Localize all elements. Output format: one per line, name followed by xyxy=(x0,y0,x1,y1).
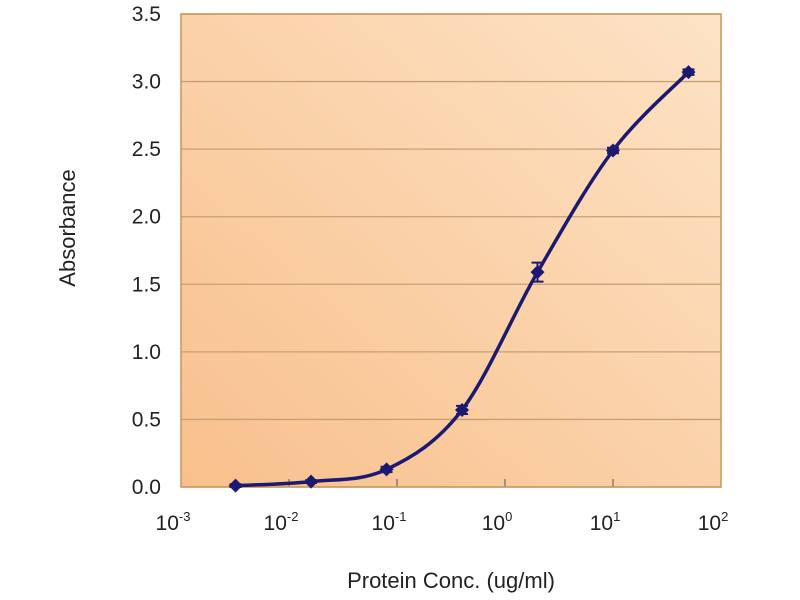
y-tick-label: 0.5 xyxy=(132,408,161,431)
plot-border xyxy=(180,13,722,488)
y-tick-label: 1.0 xyxy=(132,341,161,364)
x-tick-label: 102 xyxy=(698,509,729,535)
data-point xyxy=(681,65,696,80)
x-tick-label: 10-1 xyxy=(372,509,407,535)
data-point xyxy=(304,474,319,489)
series xyxy=(228,65,696,493)
y-tick-label: 1.5 xyxy=(132,273,161,296)
data-point xyxy=(455,402,470,417)
y-tick-label: 3.0 xyxy=(132,71,161,94)
x-tick-label: 10-2 xyxy=(264,509,299,535)
data-point xyxy=(530,265,545,280)
y-axis: 0.0 0.5 1.0 1.5 2.0 2.5 3.0 3.5 xyxy=(132,3,161,499)
gridlines xyxy=(181,13,721,488)
x-axis-label: Protein Conc. (ug/ml) xyxy=(347,568,555,593)
plot-area xyxy=(181,14,721,487)
y-tick-label: 2.0 xyxy=(132,206,161,229)
y-tick-label: 3.5 xyxy=(132,3,161,26)
data-point xyxy=(228,478,243,493)
y-tick-label: 0.0 xyxy=(132,476,161,499)
x-axis: 10-3 10-2 10-1 100 101 102 xyxy=(156,479,729,535)
x-tick-label: 101 xyxy=(590,509,621,535)
data-point xyxy=(379,462,394,477)
y-tick-label: 2.5 xyxy=(132,138,161,161)
data-point xyxy=(606,143,620,158)
y-axis-label: Absorbance xyxy=(55,169,80,286)
x-tick-label: 10-3 xyxy=(156,509,191,535)
x-tick-label: 100 xyxy=(482,509,513,535)
